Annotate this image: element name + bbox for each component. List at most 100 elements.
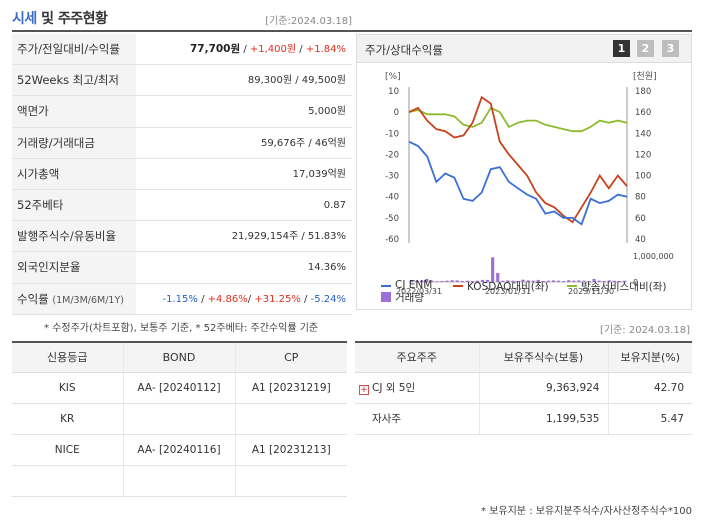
stats-row-returns: 수익률 (1M/3M/6M/1Y) -1.15% / +4.86%/ +31.2… — [12, 283, 352, 315]
left-tick-label: -30 — [385, 172, 399, 182]
series-line-0 — [408, 140, 628, 226]
volume-bar — [592, 278, 596, 282]
holders-column-header: 보유지분(%) — [607, 341, 692, 373]
right-tick-label: 40 — [635, 235, 646, 245]
credit-cell: AA- [20240112] — [122, 372, 235, 404]
volume-bar — [541, 281, 545, 282]
expand-icon[interactable]: + — [359, 385, 369, 395]
right-tick-label: 140 — [635, 129, 651, 139]
chart-header: 주가/상대수익률 1 2 3 — [357, 35, 691, 63]
volume-bar — [597, 280, 601, 282]
stats-label: 52Weeks 최고/최저 — [12, 65, 136, 96]
volume-bar — [587, 281, 591, 282]
right-tick-label: 180 — [635, 87, 651, 97]
volume-bar — [526, 280, 530, 282]
left-axis-unit: [%] — [385, 72, 401, 82]
stats-footnote: * 수정주가(차트포함), 보통주 기준, * 52주베타: 주간수익률 기준 — [44, 323, 319, 334]
ownership-cell: 5.47 — [607, 403, 692, 435]
stock-stats-table: 주가/전일대비/수익률 77,700원 / +1,400원 / +1.84% 5… — [12, 34, 352, 315]
shareholder-name-cell: + CJ 외 5인 — [355, 372, 479, 404]
volume-bar — [425, 278, 429, 282]
section-title: 시세 및 주주현황 — [12, 11, 108, 27]
volume-bar — [546, 280, 550, 282]
current-price: 77,700원 — [189, 43, 241, 55]
x-tick-label: 2023/11/30 — [568, 287, 614, 296]
table-row: NICE AA- [20240116] A1 [20231213] — [12, 434, 347, 466]
stats-value: 14.36% — [307, 262, 346, 274]
stats-label: 거래량/거래대금 — [12, 127, 136, 158]
legend-volume: 거래량 — [395, 292, 424, 304]
reference-date: [기준:2024.03.18] — [265, 16, 352, 27]
volume-bar — [567, 280, 571, 282]
volume-bar — [501, 280, 505, 282]
volume-bar — [617, 281, 621, 282]
volume-bar — [506, 280, 510, 282]
right-tick-label: 120 — [635, 150, 651, 160]
chart-panel: 주가/상대수익률 1 2 3 [%] [천원] 10 180 0 160 -10 140 -20… — [356, 34, 692, 310]
volume-bar — [622, 280, 626, 282]
relative-return-chart: [%] [천원] 10 180 0 160 -10 140 -20 120 -30 100 -40 80 -… — [385, 71, 674, 296]
credit-column-header: CP — [234, 341, 347, 373]
return-3m: +4.86% — [207, 293, 248, 305]
stats-row-price: 주가/전일대비/수익률 77,700원 / +1,400원 / +1.84% — [12, 34, 352, 66]
stats-value: -1.15% / +4.86%/ +31.25% / -5.24% — [162, 293, 346, 305]
return-1m: -1.15% — [162, 293, 198, 305]
volume-bar — [445, 280, 449, 282]
left-tick-label: -50 — [385, 214, 399, 224]
volume-bar — [415, 281, 419, 282]
volume-bar — [435, 281, 439, 282]
chart-title: 주가/상대수익률 — [365, 43, 443, 57]
shareholder-name[interactable]: CJ 외 5인 — [372, 382, 416, 394]
volume-bar — [612, 280, 616, 282]
legend-line-icon — [567, 285, 577, 287]
left-tick-label: 0 — [394, 108, 399, 118]
stats-row-par: 액면가 5,000원 — [12, 96, 352, 128]
shareholder-name-cell: 자사주 — [355, 403, 479, 435]
volume-bar — [475, 280, 479, 282]
credit-cell: AA- [20240116] — [122, 434, 235, 466]
credit-column-header: BOND — [122, 341, 235, 373]
table-row: + CJ 외 5인 9,363,924 42.70 — [355, 372, 692, 404]
right-tick-label: 80 — [635, 193, 646, 203]
chart-page-1-button[interactable]: 1 — [613, 40, 630, 57]
stats-label: 주가/전일대비/수익률 — [12, 34, 136, 65]
chart-page-3-button[interactable]: 3 — [662, 40, 679, 57]
volume-bar — [536, 279, 540, 282]
volume-bar — [430, 280, 434, 282]
holders-column-header: 보유주식수(보통) — [478, 341, 608, 373]
right-tick-label: 100 — [635, 172, 651, 182]
series-line-1 — [408, 95, 628, 224]
volume-bar — [410, 280, 414, 282]
chart-page-2-button[interactable]: 2 — [637, 40, 654, 57]
credit-cell: NICE — [12, 434, 123, 466]
header-divider — [12, 30, 692, 32]
volume-bar — [450, 280, 454, 282]
shares-held-cell: 1,199,535 — [478, 403, 608, 435]
volume-bar — [496, 272, 500, 282]
return-6m: +31.25% — [254, 293, 301, 305]
left-tick-label: -40 — [385, 193, 399, 203]
legend-kosdaq: KOSDAQ대비(좌) — [467, 281, 549, 293]
price-change-rate: +1.84% — [305, 44, 346, 55]
x-tick-label: 2022/03/31 — [396, 287, 442, 296]
stats-label: 수익률 (1M/3M/6M/1Y) — [12, 283, 136, 314]
holders-reference-date: [기준: 2024.03.18] — [600, 325, 691, 336]
credit-cell: A1 [20231213] — [234, 434, 347, 466]
legend-line-icon — [453, 285, 463, 287]
volume-bar — [577, 280, 581, 282]
legend-broadcast: 방송서비스대비(좌) — [581, 281, 667, 293]
table-row: 자사주 1,199,535 5.47 — [355, 403, 692, 435]
volume-tick-zero: 0 — [633, 278, 638, 287]
left-tick-label: -20 — [385, 150, 399, 160]
holders-footnote: * 보유지분 : 보유지분주식수/자사산정주식수*100 — [481, 506, 692, 517]
return-1y: -5.24% — [310, 293, 346, 305]
volume-bar — [486, 279, 490, 282]
volume-bar — [607, 280, 611, 282]
price-change: +1,400원 — [249, 44, 297, 55]
stats-label: 발행주식수/유동비율 — [12, 221, 136, 252]
stats-value: 89,300원 / 49,500원 — [247, 75, 346, 87]
legend-line-icon — [381, 285, 391, 287]
stats-row-foreign: 외국인지분율 14.36% — [12, 252, 352, 284]
volume-tick-label: 1,000,000 — [633, 252, 674, 261]
stats-value: 5,000원 — [308, 106, 346, 118]
